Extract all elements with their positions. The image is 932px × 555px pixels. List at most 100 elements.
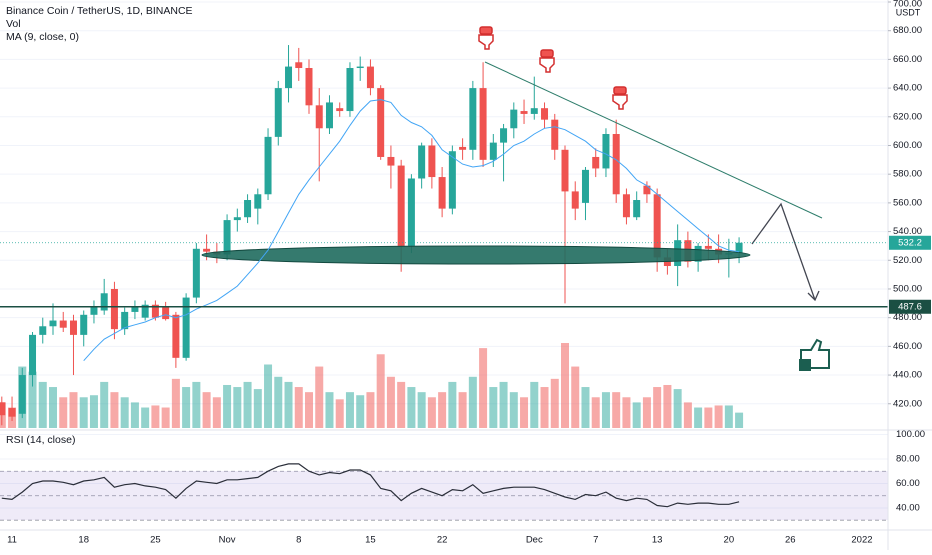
volume-bar: [69, 392, 78, 428]
candle-body: [387, 156, 395, 166]
volume-bar: [397, 381, 406, 428]
volume-label: Vol: [6, 18, 21, 30]
volume-bar: [591, 397, 600, 428]
x-tick-label: 25: [150, 535, 161, 546]
candle-body: [581, 169, 589, 203]
candle-body: [151, 304, 159, 318]
y-tick-label: 560.00: [893, 197, 922, 208]
ma-line: [83, 99, 740, 362]
volume-bar: [407, 387, 416, 428]
volume-bar: [550, 378, 559, 428]
candle-body: [428, 145, 436, 178]
volume-bar: [530, 381, 539, 428]
trendline: [484, 61, 823, 219]
volume-bar: [335, 399, 344, 428]
level-label: 487.6: [898, 301, 922, 312]
volume-bar: [683, 402, 692, 428]
volume-bar: [28, 371, 37, 428]
unit-label: USDT: [896, 7, 921, 17]
volume-bar: [110, 392, 119, 428]
x-tick-label: Dec: [526, 535, 543, 546]
x-tick-label: 26: [785, 535, 796, 546]
candle-body: [592, 156, 600, 169]
volume-bar: [489, 387, 498, 428]
x-tick-label: 13: [652, 535, 663, 546]
hand-icon-green: [799, 338, 830, 371]
rsi-tick-label: 80.00: [896, 454, 920, 465]
lines: [0, 99, 888, 508]
volume-bar: [79, 397, 88, 428]
chart-title: Binance Coin / TetherUS, 1D, BINANCE: [6, 5, 193, 17]
candle-body: [223, 220, 231, 255]
volume-bar: [520, 397, 529, 428]
candle-body: [418, 145, 426, 179]
y-tick-label: 580.00: [893, 169, 922, 180]
candle-body: [438, 177, 446, 209]
volume-bar: [571, 366, 580, 428]
volume-bar: [233, 387, 242, 428]
volume-bar: [438, 392, 447, 428]
candle-body: [18, 375, 26, 414]
volume-bar: [151, 405, 160, 428]
candle-body: [602, 134, 610, 169]
candle-body: [141, 304, 149, 318]
volume-bar: [673, 389, 682, 428]
candle-body: [622, 194, 630, 218]
candle-body: [69, 320, 77, 335]
candle-body: [397, 165, 405, 246]
volume-bar: [284, 381, 293, 428]
candle-body: [735, 242, 743, 254]
volume-bar: [38, 381, 47, 428]
y-tick-label: 440.00: [893, 370, 922, 381]
volume-bar: [120, 397, 129, 428]
volume-bar: [243, 381, 252, 428]
candle-body: [459, 146, 467, 150]
price-label: 532.2: [898, 237, 922, 248]
volume-bar: [427, 397, 436, 428]
x-tick-label: 15: [365, 535, 376, 546]
candle-body: [121, 311, 129, 330]
volume-bar: [499, 381, 508, 428]
candle-body: [704, 245, 712, 249]
volume-bar: [253, 389, 262, 428]
volume-bar: [622, 397, 631, 428]
candle-body: [510, 109, 518, 129]
volume-bar: [581, 387, 590, 428]
y-tick-label: 460.00: [893, 341, 922, 352]
y-tick-label: 620.00: [893, 111, 922, 122]
candle-body: [653, 194, 661, 258]
candle-body: [244, 200, 252, 218]
volume-bar: [663, 384, 672, 428]
hand-icon: [478, 26, 628, 110]
x-tick-label: 8: [296, 535, 301, 546]
candle-body: [448, 151, 456, 209]
candle-body: [612, 134, 620, 195]
volume-bar: [704, 407, 713, 428]
candle-body: [407, 178, 415, 246]
volume-bar: [632, 402, 641, 428]
y-tick-label: 540.00: [893, 226, 922, 237]
candle-body: [571, 191, 579, 209]
y-tick-label: 640.00: [893, 83, 922, 94]
candle-body: [520, 111, 528, 114]
volume-bar: [601, 392, 610, 428]
volume-bar: [386, 376, 395, 428]
volume-bar: [694, 407, 703, 428]
rsi-band: [0, 471, 888, 520]
support-zone: [201, 245, 751, 265]
candle-body: [377, 88, 385, 157]
volume-bar: [724, 405, 733, 428]
volume-bar: [479, 348, 488, 428]
y-tick-label: 520.00: [893, 255, 922, 266]
volume-bar: [612, 392, 621, 428]
volume-bar: [458, 392, 467, 428]
volume-bar: [509, 392, 518, 428]
volume-bar: [182, 387, 191, 428]
volume-bar: [325, 392, 334, 428]
x-tick-label: 18: [78, 535, 89, 546]
candle-body: [315, 105, 323, 129]
volume-bar: [376, 354, 385, 428]
candle-body: [39, 326, 47, 335]
candle-body: [500, 128, 508, 143]
